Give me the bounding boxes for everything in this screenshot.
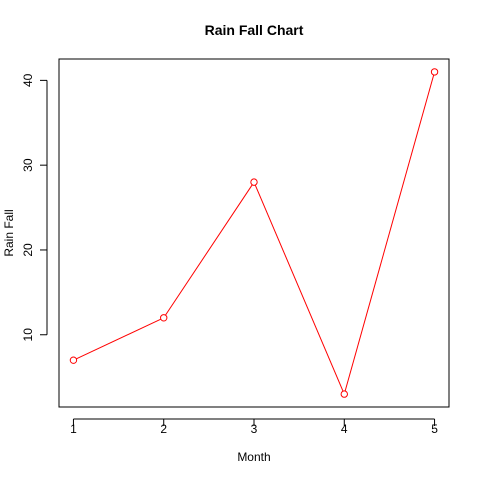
series-layer [69,68,439,398]
chart-title: Rain Fall Chart [205,22,304,38]
data-point [340,390,348,398]
y-axis: 10 20 30 40 [21,73,48,342]
y-tick-label: 30 [21,158,35,172]
series-line-segment [254,184,344,392]
x-axis: 1 2 3 4 5 [70,418,438,436]
x-tick-label: 1 [70,422,77,436]
data-point [160,314,168,322]
data-point [430,68,439,76]
x-tick-label: 2 [160,422,167,436]
x-axis-label: Month [237,450,270,464]
series-line-segment [344,74,435,392]
x-tick-label: 3 [251,422,258,436]
plot-frame [58,58,450,408]
x-tick-label: 5 [431,422,438,436]
y-tick-label: 10 [21,328,35,342]
series-line-segment [165,184,253,316]
y-axis-label: Rain Fall [2,209,16,256]
x-tick-label: 4 [341,422,348,436]
y-tick-label: 20 [21,243,35,257]
series-line-segment [76,318,162,360]
data-point [69,356,78,364]
data-point [250,178,258,186]
y-tick-label: 40 [21,73,35,87]
